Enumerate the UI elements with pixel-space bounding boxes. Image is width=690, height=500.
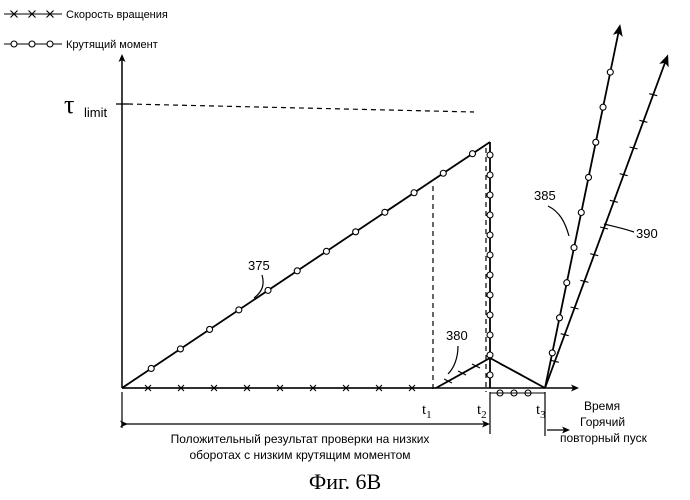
t1-label: t1 <box>422 402 432 421</box>
restart-curves <box>545 30 666 388</box>
legend-torque-label: Крутящий момент <box>66 39 158 51</box>
torque-restart-circle <box>600 104 606 110</box>
legend: Скорость вращения Крутящий момент <box>4 9 168 51</box>
torque-ramp-circle <box>323 248 329 254</box>
torque-drop-circle <box>487 172 493 178</box>
torque-ramp-circle <box>294 268 300 274</box>
legend-speed-label: Скорость вращения <box>66 9 168 21</box>
torque-ramp-circle <box>440 170 446 176</box>
torque-ramp-circle <box>469 151 475 157</box>
torque-curve <box>122 142 545 396</box>
speed-bump-tick <box>528 379 536 383</box>
torque-ramp-circle <box>353 229 359 235</box>
legend-speed-symbol <box>4 11 62 18</box>
torque-ramp-circle <box>148 365 154 371</box>
torque-restart-circle <box>607 69 613 75</box>
legend-torque-circle <box>47 41 53 47</box>
ref-380-leader <box>448 346 458 374</box>
torque-ramp-line <box>122 142 490 388</box>
torque-ramp-circle <box>207 326 213 332</box>
speed-bump-tick <box>500 364 508 368</box>
torque-drop-circle <box>487 292 493 298</box>
figure-caption: Фиг. 6В <box>309 469 381 494</box>
hot-restart-line1: Горячий <box>580 415 625 429</box>
torque-restart-circle <box>549 350 555 356</box>
torque-drop-circle <box>487 212 493 218</box>
speed-bump-tick <box>514 371 522 375</box>
torque-ramp-circle <box>411 190 417 196</box>
torque-drop-circle <box>487 152 493 158</box>
ref-375-label: 375 <box>248 258 270 273</box>
low-speed-bracket: Положительный результат проверки на низк… <box>122 392 490 462</box>
low-speed-note-line1: Положительный результат проверки на низк… <box>171 432 430 446</box>
torque-drop-circle <box>487 372 493 378</box>
legend-torque-symbol <box>4 41 62 47</box>
torque-restart-circle <box>571 245 577 251</box>
reference-numerals: 375 380 385 390 <box>248 188 658 374</box>
t2-label: t2 <box>477 402 487 421</box>
tau-symbol: τ <box>64 90 74 119</box>
guides <box>433 148 486 392</box>
torque-drop-circle <box>487 272 493 278</box>
ref-390-label: 390 <box>636 226 658 241</box>
torque-ramp-circle <box>177 346 183 352</box>
ref-380-label: 380 <box>446 328 468 343</box>
hot-restart-line2: повторный пуск <box>560 431 648 445</box>
legend-torque-circle <box>29 41 35 47</box>
torque-ramp-circle <box>236 307 242 313</box>
torque-restart-markers <box>549 69 613 356</box>
legend-torque-text: Крутящий момент <box>66 39 158 51</box>
ref-390-leader <box>604 224 634 232</box>
torque-drop-circle <box>487 312 493 318</box>
ref-385-label: 385 <box>534 188 556 203</box>
speed-curve <box>122 358 545 391</box>
axes <box>122 58 575 388</box>
torque-ramp-circle <box>265 287 271 293</box>
legend-torque-circle <box>11 41 17 47</box>
ref-385-leader <box>548 206 569 236</box>
torque-restart-circle <box>586 174 592 180</box>
limit-label: limit <box>84 105 107 120</box>
torque-restart-circle <box>578 210 584 216</box>
torque-ramp-circle <box>382 209 388 215</box>
torque-restart-circle <box>564 280 570 286</box>
tau-limit-dashed-line <box>128 104 474 112</box>
torque-drop-circle <box>487 332 493 338</box>
low-speed-note-line2: оборотах с низким крутящим моментом <box>189 448 410 462</box>
torque-restart-line <box>545 30 619 388</box>
torque-restart-circle <box>557 315 563 321</box>
legend-speed-text: Скорость вращения <box>66 9 168 21</box>
torque-restart-circle <box>593 139 599 145</box>
tau-limit: τ limit <box>64 90 474 120</box>
torque-drop-circle <box>487 192 493 198</box>
torque-drop-circle <box>487 252 493 258</box>
time-axis-label: Время <box>584 399 620 413</box>
torque-drop-circle <box>487 232 493 238</box>
